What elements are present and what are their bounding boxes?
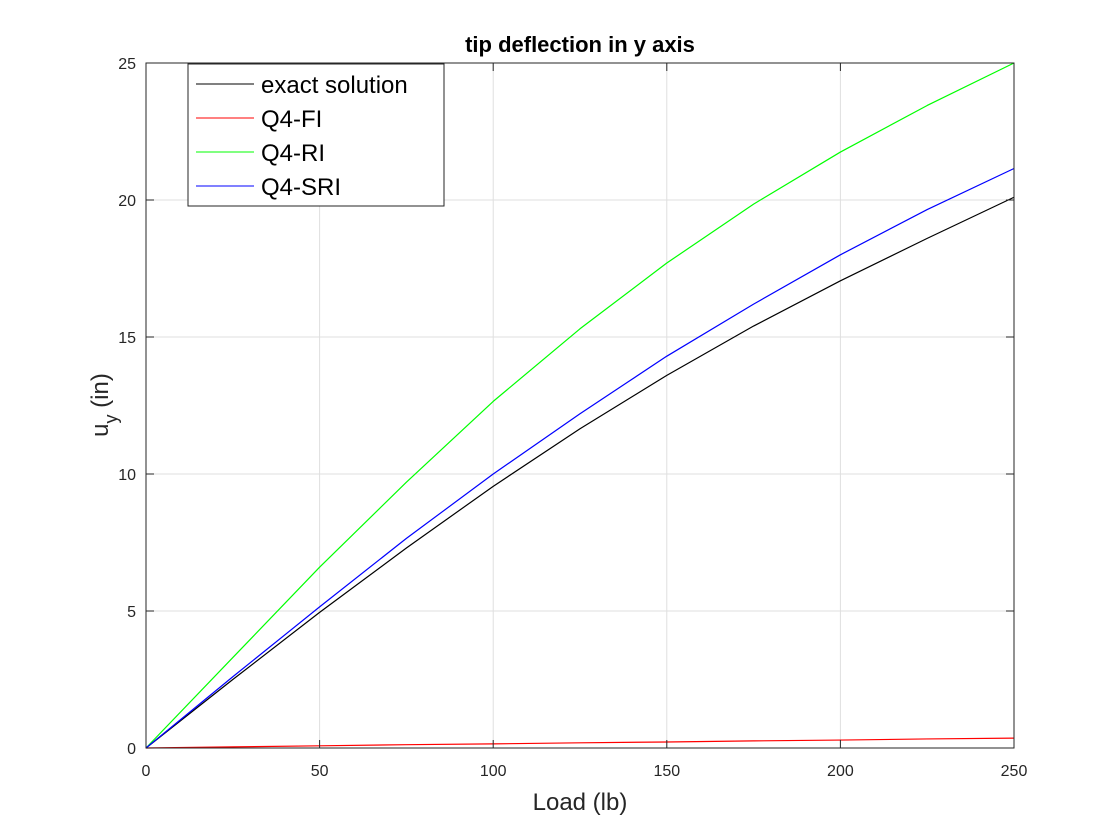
series-line-q4-ri (145, 62, 1015, 749)
x-axis-label: Load (lb) (533, 789, 628, 816)
y-axis-label: uy (in) (87, 373, 121, 437)
axis-ticks: 0 50 100 150 200 250 0 5 10 15 20 25 (118, 56, 1027, 780)
series-line-q4-fi (145, 737, 1015, 749)
x-tick-label: 150 (653, 763, 680, 780)
x-tick-label: 0 (142, 763, 151, 780)
series-line-exact-solution (145, 196, 1015, 749)
legend-box (187, 63, 445, 207)
x-tick-label: 50 (311, 763, 329, 780)
plot-area-frame (145, 62, 1015, 749)
y-axis-label-text: uy (in) (87, 373, 121, 437)
chart-title: tip deflection in y axis (465, 32, 695, 57)
y-axis-label-subscript: y (101, 414, 121, 423)
y-tick-label: 5 (127, 604, 136, 621)
y-axis-label-main: u (87, 423, 114, 436)
legend-label-q4-fi: Q4-FI (261, 106, 322, 133)
y-tick-label: 10 (118, 467, 136, 484)
y-tick-label: 20 (118, 193, 136, 210)
legend: exact solution Q4-FI Q4-RI Q4-SRI (187, 63, 445, 207)
x-tick-label: 250 (1001, 763, 1028, 780)
legend-label-exact: exact solution (261, 72, 408, 99)
legend-label-q4-sri: Q4-SRI (261, 174, 341, 201)
series-lines (145, 62, 1015, 749)
y-tick-label: 15 (118, 330, 136, 347)
legend-label-q4-ri: Q4-RI (261, 140, 325, 167)
x-tick-label: 100 (480, 763, 507, 780)
series-line-q4-sri (145, 167, 1015, 749)
y-axis-label-unit: (in) (87, 373, 114, 414)
x-tick-label: 200 (827, 763, 854, 780)
y-tick-label: 25 (118, 56, 136, 73)
y-tick-label: 0 (127, 741, 136, 758)
